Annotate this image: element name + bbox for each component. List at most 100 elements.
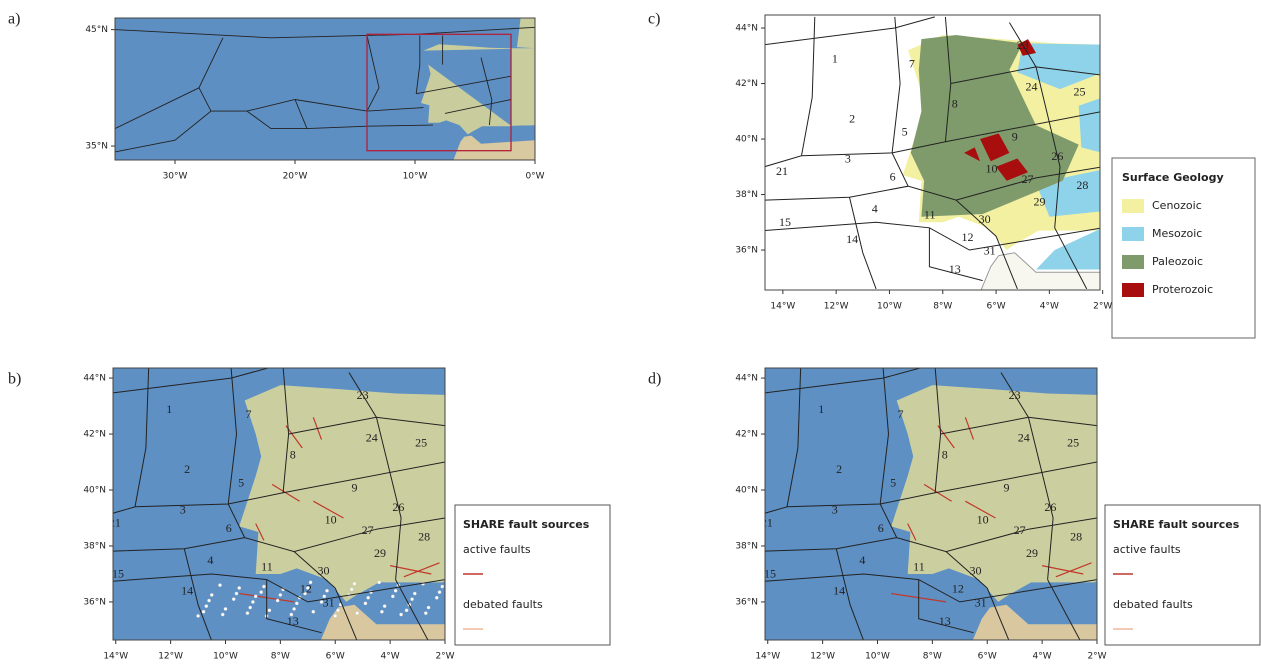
- lon-tick-label: 2°W: [435, 652, 454, 662]
- zone-label: 14: [833, 584, 845, 598]
- zone-label: 27: [1022, 172, 1034, 186]
- seismicity: [262, 585, 265, 588]
- lat-tick-label: 42°N: [735, 79, 758, 89]
- land: [511, 48, 535, 125]
- zone-label: 6: [226, 521, 232, 535]
- lon-tick-label: 6°W: [978, 652, 997, 662]
- zone-label: 2: [836, 462, 842, 476]
- zone-label: 5: [890, 476, 896, 490]
- zone-label: 12: [952, 582, 964, 596]
- lat-tick-label: 38°N: [83, 541, 106, 551]
- zone-label: 15: [112, 567, 124, 581]
- zone-label: 2: [184, 462, 190, 476]
- seismicity: [249, 606, 252, 609]
- lat-tick-label: 44°N: [735, 374, 758, 384]
- lat-tick-label: 35°N: [85, 142, 108, 152]
- seismicity: [405, 609, 408, 612]
- seismicity: [260, 591, 263, 594]
- zone-label: 13: [939, 614, 951, 628]
- zone-label: 26: [392, 500, 404, 514]
- lon-tick-label: 6°W: [326, 652, 345, 662]
- seismicity: [435, 596, 438, 599]
- zone-label: 8: [942, 447, 948, 461]
- zone-label: 5: [902, 125, 908, 139]
- zone-label: 31: [323, 596, 335, 610]
- seismicity: [413, 592, 416, 595]
- zone-label: 25: [1067, 435, 1079, 449]
- zone-label: 10: [986, 161, 998, 175]
- zone-label: 5: [238, 476, 244, 490]
- seismicity: [238, 586, 241, 589]
- zone-label: 3: [845, 152, 851, 166]
- legend-box: [1112, 158, 1255, 338]
- zone-label: 11: [261, 559, 273, 573]
- lat-tick-label: 44°N: [735, 24, 758, 34]
- lat-tick-label: 42°N: [83, 430, 106, 440]
- zone-label: 25: [415, 435, 427, 449]
- lon-tick-label: 8°W: [271, 652, 290, 662]
- zone-label: 23: [1017, 38, 1029, 52]
- seismicity: [276, 599, 279, 602]
- zone-label: 8: [952, 97, 958, 111]
- zone-label: 24: [1026, 80, 1038, 94]
- lon-tick-label: 10°W: [877, 302, 902, 312]
- map: 1234567891011121314152123242526272829303…: [97, 367, 446, 658]
- zone-label: 21: [109, 515, 121, 529]
- lat-tick-label: 38°N: [735, 541, 758, 551]
- mesozoic: [1079, 97, 1103, 152]
- zone-label: 31: [975, 596, 987, 610]
- panel-label: a): [8, 11, 20, 28]
- zone-label: 14: [181, 584, 193, 598]
- zone-label: 10: [977, 513, 989, 527]
- lon-tick-label: 4°W: [381, 652, 400, 662]
- zone-label: 24: [366, 430, 378, 444]
- legend-swatch: [1122, 227, 1144, 241]
- zone-label: 13: [287, 614, 299, 628]
- panel-label: d): [648, 371, 661, 388]
- lon-tick-label: 4°W: [1040, 302, 1059, 312]
- zone-label: 27: [1014, 523, 1026, 537]
- seismicity: [232, 598, 235, 601]
- lon-tick-label: 0°W: [525, 172, 544, 182]
- seismicity: [246, 612, 249, 615]
- seismicity: [383, 605, 386, 608]
- legend-swatch: [1122, 283, 1144, 297]
- seismicity: [353, 582, 356, 585]
- lat-tick-label: 38°N: [735, 190, 758, 200]
- map: 1234567891011121314152123242526272829303…: [749, 367, 1098, 658]
- seismicity: [312, 610, 315, 613]
- figure: a)b)c)d)45°N35°N30°W20°W10°W0°W123456789…: [0, 0, 1261, 670]
- seismicity: [279, 593, 282, 596]
- zone-label: 1: [832, 52, 838, 66]
- zone-label: 30: [979, 212, 991, 226]
- seismicity: [268, 609, 271, 612]
- zone-label: 6: [890, 170, 896, 184]
- zone-label: 27: [362, 523, 374, 537]
- zone-label: 10: [325, 513, 337, 527]
- seismicity: [295, 602, 298, 605]
- seismicity: [350, 588, 353, 591]
- lat-tick-label: 42°N: [735, 430, 758, 440]
- zone-label: 21: [761, 515, 773, 529]
- zone-label: 1: [818, 402, 824, 416]
- seismicity: [427, 606, 430, 609]
- legend-label: Cenozoic: [1152, 199, 1202, 212]
- zone-label: 14: [846, 232, 858, 246]
- lat-tick-label: 45°N: [85, 25, 108, 35]
- map: [115, 18, 535, 160]
- seismicity: [221, 613, 224, 616]
- zone-label: 1: [166, 402, 172, 416]
- seismicity: [391, 595, 394, 598]
- seismicity: [367, 596, 370, 599]
- seismicity: [424, 612, 427, 615]
- zone-label: 6: [878, 521, 884, 535]
- seismicity: [210, 593, 213, 596]
- zone-label: 3: [832, 503, 838, 517]
- zone-label: 4: [872, 202, 878, 216]
- seismicity: [235, 592, 238, 595]
- zone-label: 4: [859, 553, 865, 567]
- zone-label: 23: [357, 388, 369, 402]
- zone-label: 11: [924, 208, 936, 222]
- panel-label: c): [648, 11, 660, 28]
